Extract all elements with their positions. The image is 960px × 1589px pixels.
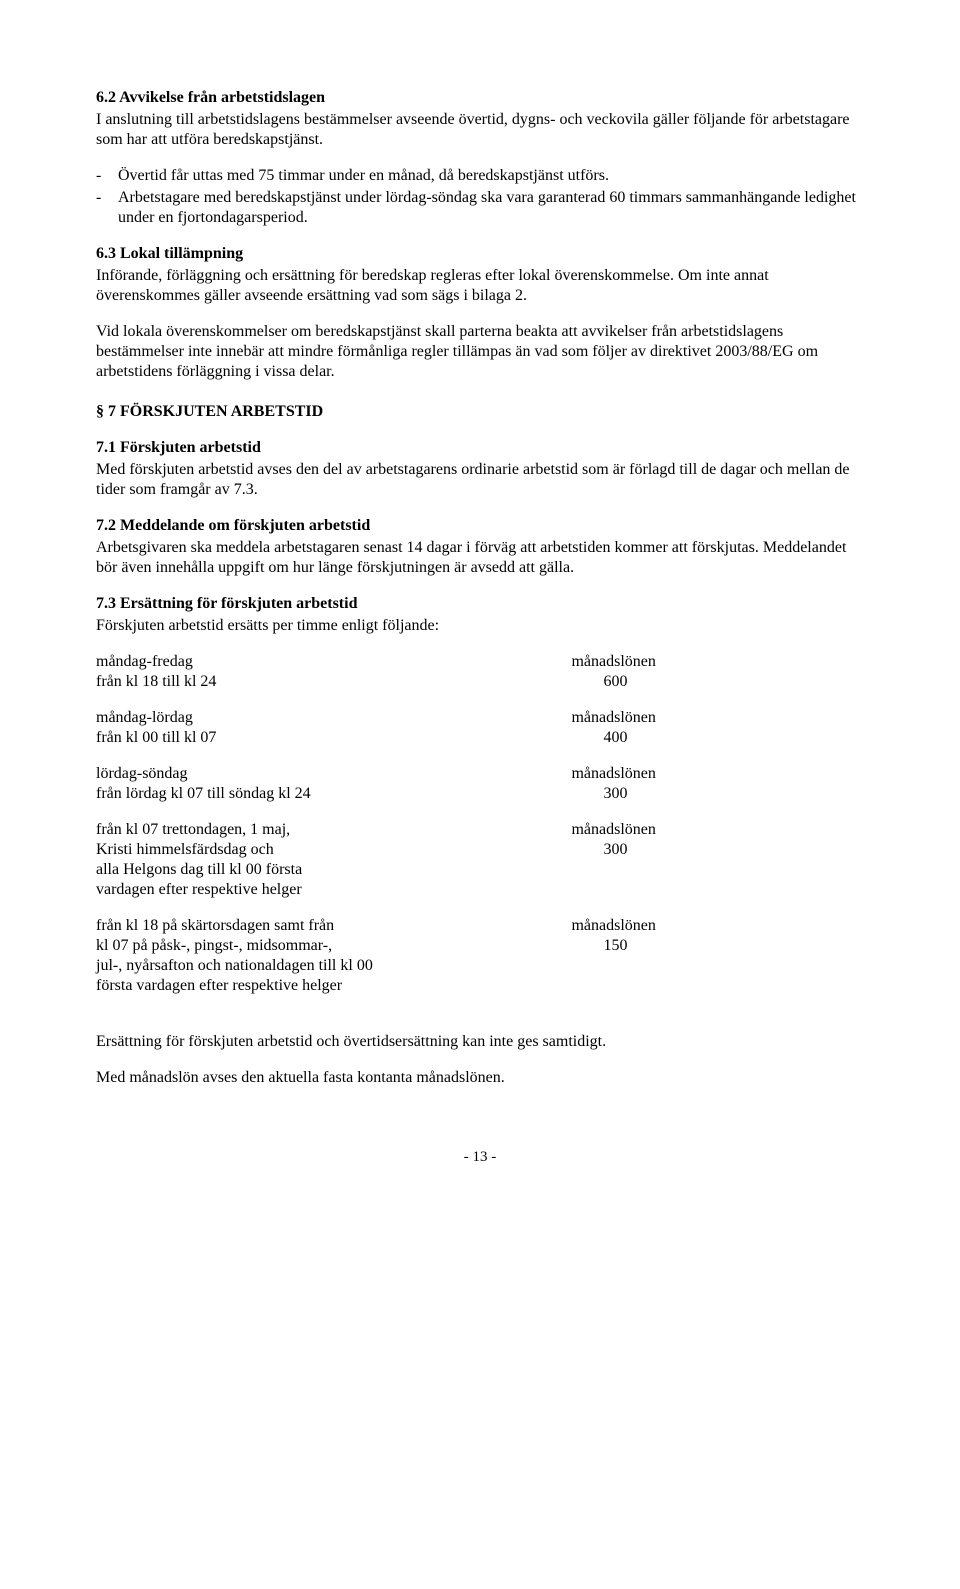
list-6-2: - Övertid får uttas med 75 timmar under … xyxy=(96,166,864,228)
cell-line: månadslönen xyxy=(571,916,864,936)
cell-line: från kl 07 trettondagen, 1 maj, xyxy=(96,820,541,840)
heading-7: § 7 FÖRSKJUTEN ARBETSTID xyxy=(96,402,864,422)
table-row: måndag-lördagfrån kl 00 till kl 07månads… xyxy=(96,708,864,748)
cell-line: 150 xyxy=(571,936,864,956)
cell-line: lördag-söndag xyxy=(96,764,541,784)
table-row: lördag-söndagfrån lördag kl 07 till sönd… xyxy=(96,764,864,804)
table-row: från kl 18 på skärtorsdagen samt frånkl … xyxy=(96,916,864,996)
para-7-1: Med förskjuten arbetstid avses den del a… xyxy=(96,460,864,500)
cell-line: 600 xyxy=(571,672,864,692)
cell-line: från lördag kl 07 till söndag kl 24 xyxy=(96,784,541,804)
table-cell-right: månadslönen 300 xyxy=(541,764,864,804)
table-cell-left: måndag-lördagfrån kl 00 till kl 07 xyxy=(96,708,541,748)
para-7-3-intro: Förskjuten arbetstid ersätts per timme e… xyxy=(96,616,864,636)
list-item: - Övertid får uttas med 75 timmar under … xyxy=(96,166,864,186)
cell-line: månadslönen xyxy=(571,764,864,784)
cell-line: från kl 18 på skärtorsdagen samt från xyxy=(96,916,541,936)
page-footer: - 13 - xyxy=(96,1148,864,1167)
list-item: - Arbetstagare med beredskapstjänst unde… xyxy=(96,188,864,228)
para-7-3-after1: Ersättning för förskjuten arbetstid och … xyxy=(96,1032,864,1052)
para-7-3-after2: Med månadslön avses den aktuella fasta k… xyxy=(96,1068,864,1088)
cell-line: 400 xyxy=(571,728,864,748)
cell-line: kl 07 på påsk-, pingst-, midsommar-, xyxy=(96,936,541,956)
cell-line: alla Helgons dag till kl 00 första xyxy=(96,860,541,880)
heading-6-3: 6.3 Lokal tillämpning xyxy=(96,244,864,264)
cell-line: från kl 00 till kl 07 xyxy=(96,728,541,748)
table-cell-right: månadslönen 150 xyxy=(541,916,864,996)
cell-line: månadslönen xyxy=(571,708,864,728)
cell-line: måndag-fredag xyxy=(96,652,541,672)
heading-7-2: 7.2 Meddelande om förskjuten arbetstid xyxy=(96,516,864,536)
heading-6-2: 6.2 Avvikelse från arbetstidslagen xyxy=(96,88,864,108)
dash-icon: - xyxy=(96,166,118,186)
compensation-table: måndag-fredagfrån kl 18 till kl 24månads… xyxy=(96,652,864,1012)
cell-line: första vardagen efter respektive helger xyxy=(96,976,541,996)
cell-line: jul-, nyårsafton och nationaldagen till … xyxy=(96,956,541,976)
heading-7-3: 7.3 Ersättning för förskjuten arbetstid xyxy=(96,594,864,614)
list-item-text: Arbetstagare med beredskapstjänst under … xyxy=(118,188,864,228)
table-cell-left: från kl 18 på skärtorsdagen samt frånkl … xyxy=(96,916,541,996)
table-cell-right: månadslönen 600 xyxy=(541,652,864,692)
para-7-2: Arbetsgivaren ska meddela arbetstagaren … xyxy=(96,538,864,578)
cell-line: månadslönen xyxy=(571,820,864,840)
cell-line: 300 xyxy=(571,784,864,804)
table-cell-left: från kl 07 trettondagen, 1 maj,Kristi hi… xyxy=(96,820,541,900)
cell-line: månadslönen xyxy=(571,652,864,672)
para-6-3-2: Vid lokala överenskommelser om beredskap… xyxy=(96,322,864,382)
table-cell-left: lördag-söndagfrån lördag kl 07 till sönd… xyxy=(96,764,541,804)
list-item-text: Övertid får uttas med 75 timmar under en… xyxy=(118,166,864,186)
table-cell-left: måndag-fredagfrån kl 18 till kl 24 xyxy=(96,652,541,692)
table-cell-right: månadslönen 400 xyxy=(541,708,864,748)
heading-7-1: 7.1 Förskjuten arbetstid xyxy=(96,438,864,458)
cell-line: 300 xyxy=(571,840,864,860)
para-6-2-intro: I anslutning till arbetstidslagens bestä… xyxy=(96,110,864,150)
dash-icon: - xyxy=(96,188,118,228)
table-cell-right: månadslönen 300 xyxy=(541,820,864,900)
cell-line: Kristi himmelsfärdsdag och xyxy=(96,840,541,860)
cell-line: från kl 18 till kl 24 xyxy=(96,672,541,692)
cell-line: vardagen efter respektive helger xyxy=(96,880,541,900)
table-row: från kl 07 trettondagen, 1 maj,Kristi hi… xyxy=(96,820,864,900)
para-6-3-1: Införande, förläggning och ersättning fö… xyxy=(96,266,864,306)
table-row: måndag-fredagfrån kl 18 till kl 24månads… xyxy=(96,652,864,692)
cell-line: måndag-lördag xyxy=(96,708,541,728)
